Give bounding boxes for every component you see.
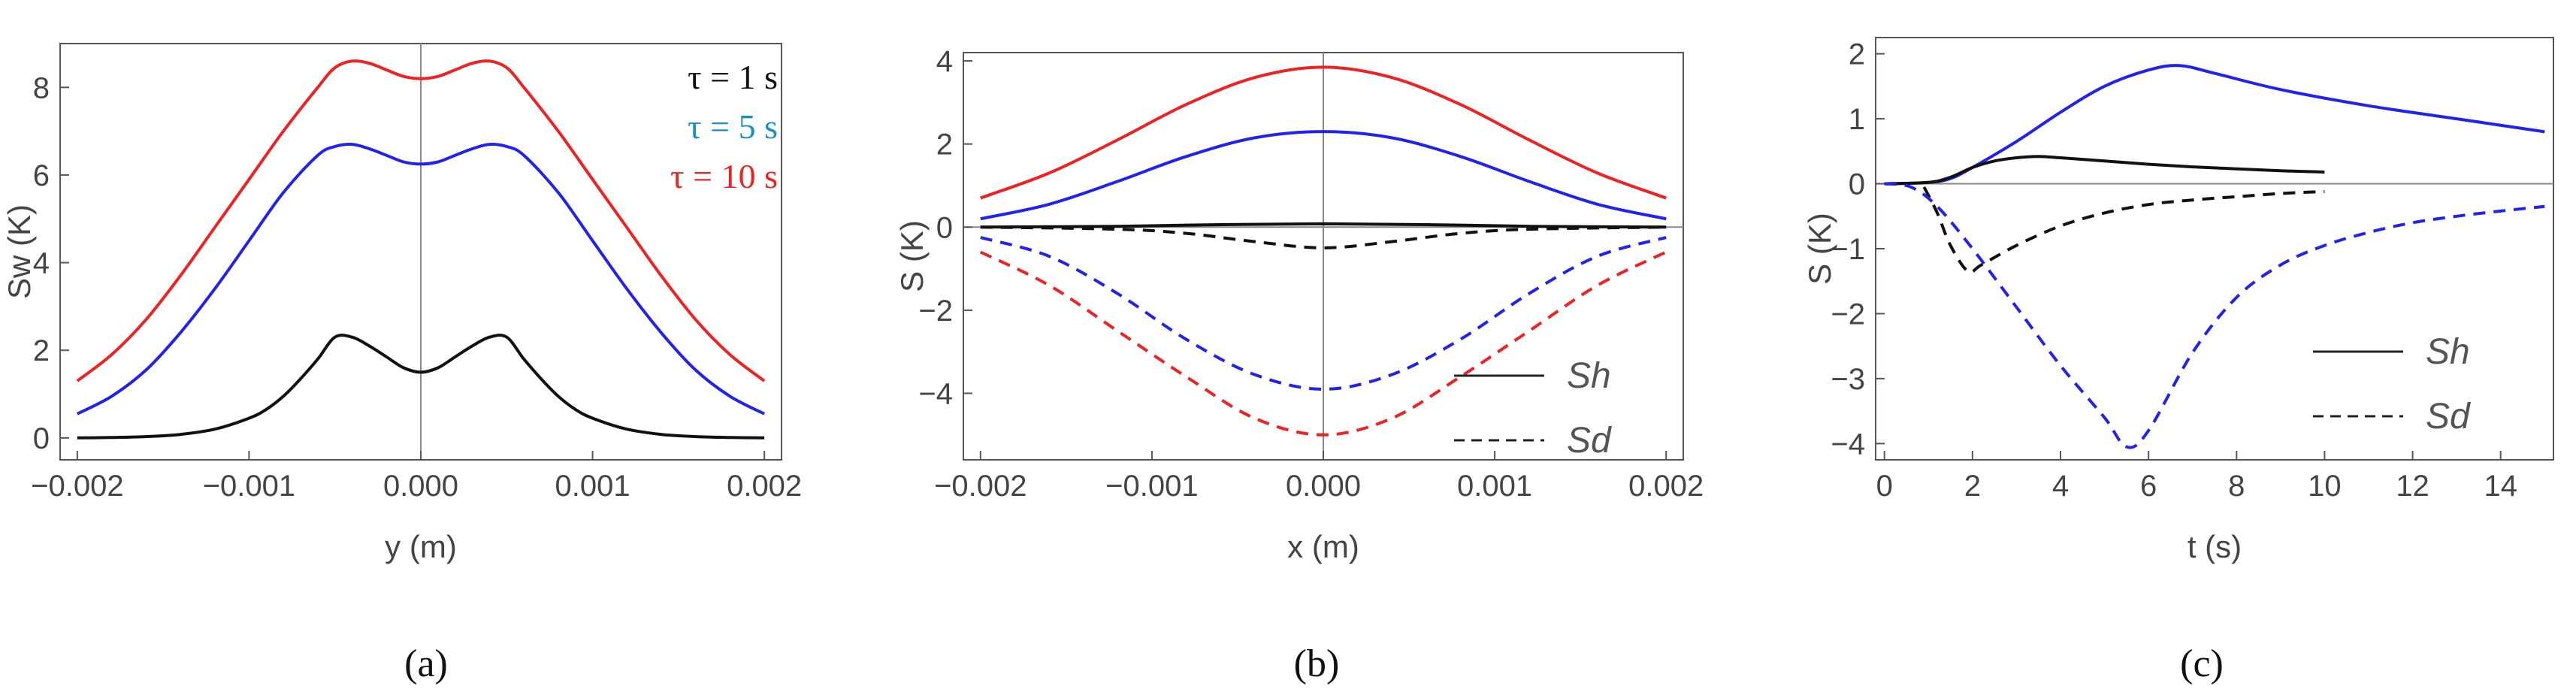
caption-b: (b) [1294,642,1340,685]
series-line-a-0 [76,59,766,382]
series-line-b-1 [980,130,1667,221]
x-axis-label-c: t (s) [2187,529,2242,564]
y-tick-label-a: 0 [33,422,50,455]
series-line-b-5 [979,250,1667,437]
series-line-a-2 [77,334,765,440]
series-line-b-2 [980,222,1667,229]
y-tick-label-c: −2 [1831,298,1865,331]
x-tick-label-c: 6 [2140,470,2157,503]
x-tick-label-c: 0 [1876,470,1893,503]
y-tick-label-c: −1 [1831,233,1865,266]
x-tick-label-b: 0.001 [1457,470,1532,503]
y-tick-label-a: 8 [33,71,50,104]
x-axis-label-a: y (m) [385,529,457,564]
panel-b: −0.002 −0.001 0.000 0.001 0.002 −4 −2 0 2 4 x (m) S… [894,45,1704,685]
y-tick-label-c: −3 [1831,363,1865,396]
y-tick-label-c: 2 [1849,38,1865,71]
series-line-c-2 [1922,186,2325,274]
y-tick-label-b: 4 [936,45,953,78]
legend-entry-a: τ = 5 s [688,107,778,146]
y-tick-label-b: −4 [918,378,953,411]
panel-a: −0.002 −0.001 0.000 0.001 0.002 0 2 4 6 8 y (m) Sw … [2,43,802,685]
x-tick-label-c: 10 [2308,470,2342,503]
x-tick-label-a: −0.002 [31,470,123,503]
y-tick-label-a: 4 [33,247,50,280]
x-tick-label-c: 2 [1964,470,1981,503]
x-tick-label-a: 0.001 [555,470,630,503]
series-line-a-1 [76,142,766,415]
x-tick-label-c: 14 [2484,470,2517,503]
y-tick-label-c: 0 [1849,168,1865,201]
series-line-b-4 [980,236,1667,391]
y-axis-label-c: S (K) [1802,213,1837,285]
y-tick-label-c: 1 [1849,103,1865,136]
x-tick-label-a: −0.001 [203,470,295,503]
x-tick-label-b: 0.000 [1286,470,1361,503]
legend-entry-b: Sh [1567,356,1611,396]
series-line-c-0 [1884,64,2545,186]
y-tick-label-a: 2 [33,334,50,367]
y-tick-label-c: −4 [1831,428,1865,461]
legend-entry-b: Sd [1567,421,1612,461]
x-tick-label-a: 0.002 [727,470,802,503]
series-line-c-1 [1884,155,2325,186]
x-tick-label-b: −0.001 [1105,470,1198,503]
series-line-b-0 [980,65,1667,200]
y-axis-label-a: Sw (K) [2,204,37,299]
y-tick-label-b: 2 [936,128,953,162]
y-axis-label-b: S (K) [894,220,930,292]
x-tick-label-a: 0.000 [383,470,458,503]
x-tick-label-b: −0.002 [934,470,1026,503]
x-tick-label-b: 0.002 [1628,470,1704,503]
legend-entry-c: Sd [2426,397,2471,437]
y-tick-label-b: 0 [936,211,953,244]
x-tick-label-c: 8 [2228,470,2245,503]
caption-a: (a) [404,642,448,685]
x-axis-label-b: x (m) [1287,529,1359,564]
y-tick-label-a: 6 [33,159,50,192]
x-tick-label-c: 12 [2396,470,2429,503]
legend-entry-a: τ = 10 s [670,157,778,195]
caption-c: (c) [2180,642,2224,685]
y-tick-label-b: −2 [918,295,953,328]
legend-entry-a: τ = 1 s [688,58,778,96]
legend-entry-c: Sh [2426,332,2470,372]
x-tick-label-c: 4 [2052,470,2069,503]
